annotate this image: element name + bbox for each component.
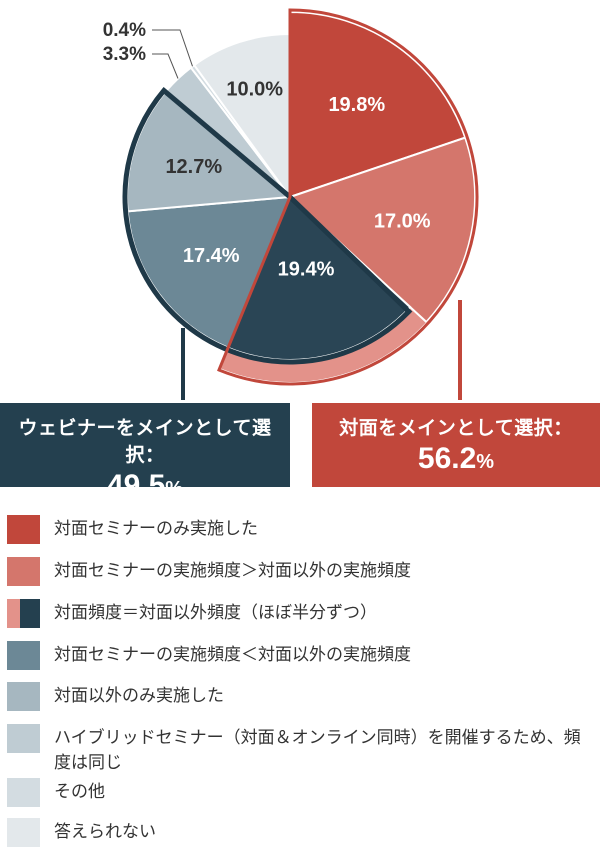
webinar-group-outline bbox=[122, 87, 413, 365]
pie-slice bbox=[288, 136, 476, 324]
face-to-face-main-banner: 対面をメインとして選択： 56.2% bbox=[312, 403, 600, 487]
legend-label: 対面以外のみ実施した bbox=[54, 686, 224, 706]
legend-swatch-part bbox=[20, 599, 40, 628]
pie-chart: 19.8% 17.0% 19.4% 17.4% 12.7% 3.3% 0.4% 10.0% bbox=[103, 8, 479, 400]
legend-swatch bbox=[7, 515, 40, 544]
webinar-main-banner: ウェビナーをメインとして選択： 49.5% bbox=[0, 403, 290, 502]
pie-slices bbox=[126, 10, 476, 382]
legend-swatch-part bbox=[7, 515, 40, 544]
face-to-face-main-value: 56.2% bbox=[312, 442, 600, 476]
legend-swatch-part bbox=[7, 641, 40, 670]
slice-label: 19.4% bbox=[278, 259, 335, 281]
legend-swatch-part bbox=[7, 724, 40, 753]
legend-item: ハイブリッドセミナー（対面＆オンライン同時）を開催するため、頻度は同じ bbox=[7, 724, 594, 776]
webinar-main-number: 49.5 bbox=[106, 469, 166, 502]
legend-item: 対面頻度＝対面以外頻度（ほぼ半分ずつ） bbox=[7, 599, 594, 628]
face-to-face-main-unit: % bbox=[476, 451, 495, 473]
legend-item: 答えられない bbox=[7, 818, 594, 847]
webinar-main-unit: % bbox=[165, 478, 184, 500]
label-leader bbox=[152, 53, 179, 79]
legend-item: 対面セミナーの実施頻度＞対面以外の実施頻度 bbox=[7, 557, 594, 586]
pie-slice bbox=[192, 32, 291, 201]
legend-swatch bbox=[7, 641, 40, 670]
legend-swatch bbox=[7, 778, 40, 807]
legend-swatch-part bbox=[7, 778, 40, 807]
legend-item: 対面セミナーの実施頻度＜対面以外の実施頻度 bbox=[7, 641, 594, 670]
pie-slice bbox=[289, 10, 467, 199]
legend-item: 対面セミナーのみ実施した bbox=[7, 515, 594, 544]
legend-swatch-part bbox=[7, 557, 40, 586]
legend-label: その他 bbox=[54, 782, 105, 802]
slice-label: 10.0% bbox=[226, 79, 283, 101]
legend-label: ハイブリッドセミナー（対面＆オンライン同時）を開催するため、頻度は同じ bbox=[54, 728, 581, 773]
leader-lines bbox=[152, 29, 462, 400]
legend-item: 対面以外のみ実施した bbox=[7, 682, 594, 711]
label-leader bbox=[152, 29, 193, 67]
slice-label: 0.4% bbox=[103, 20, 146, 41]
group-outlines bbox=[122, 8, 479, 386]
slice-label: 17.4% bbox=[183, 245, 240, 267]
face-to-face-main-number: 56.2 bbox=[417, 442, 477, 475]
legend-swatch bbox=[7, 682, 40, 711]
legend-swatch bbox=[7, 818, 40, 847]
legend-item: その他 bbox=[7, 778, 594, 807]
slice-labels: 19.8% 17.0% 19.4% 17.4% 12.7% 3.3% 0.4% 10.0% bbox=[103, 20, 431, 281]
legend-swatch-part bbox=[7, 818, 40, 847]
face-group-outline bbox=[217, 8, 479, 386]
legend-label: 対面セミナーの実施頻度＞対面以外の実施頻度 bbox=[54, 561, 411, 581]
legend-label: 対面頻度＝対面以外頻度（ほぼ半分ずつ） bbox=[54, 603, 377, 623]
face-to-face-main-label: 対面をメインとして選択： bbox=[339, 417, 573, 439]
legend-swatch bbox=[7, 557, 40, 586]
webinar-main-value: 49.5% bbox=[0, 469, 290, 503]
legend-label: 答えられない bbox=[54, 822, 156, 842]
slice-label: 12.7% bbox=[165, 156, 222, 178]
slice-label: 19.8% bbox=[328, 94, 385, 116]
webinar-main-label: ウェビナーをメインとして選択： bbox=[18, 417, 272, 466]
legend-label: 対面セミナーのみ実施した bbox=[54, 519, 258, 539]
legend-label: 対面セミナーの実施頻度＜対面以外の実施頻度 bbox=[54, 645, 411, 665]
slice-label: 3.3% bbox=[103, 44, 146, 65]
legend-swatch-part bbox=[7, 599, 21, 628]
slice-label: 17.0% bbox=[374, 211, 431, 233]
legend-swatch-part bbox=[7, 682, 40, 711]
legend-swatch bbox=[7, 724, 40, 753]
legend-swatch bbox=[7, 599, 40, 628]
